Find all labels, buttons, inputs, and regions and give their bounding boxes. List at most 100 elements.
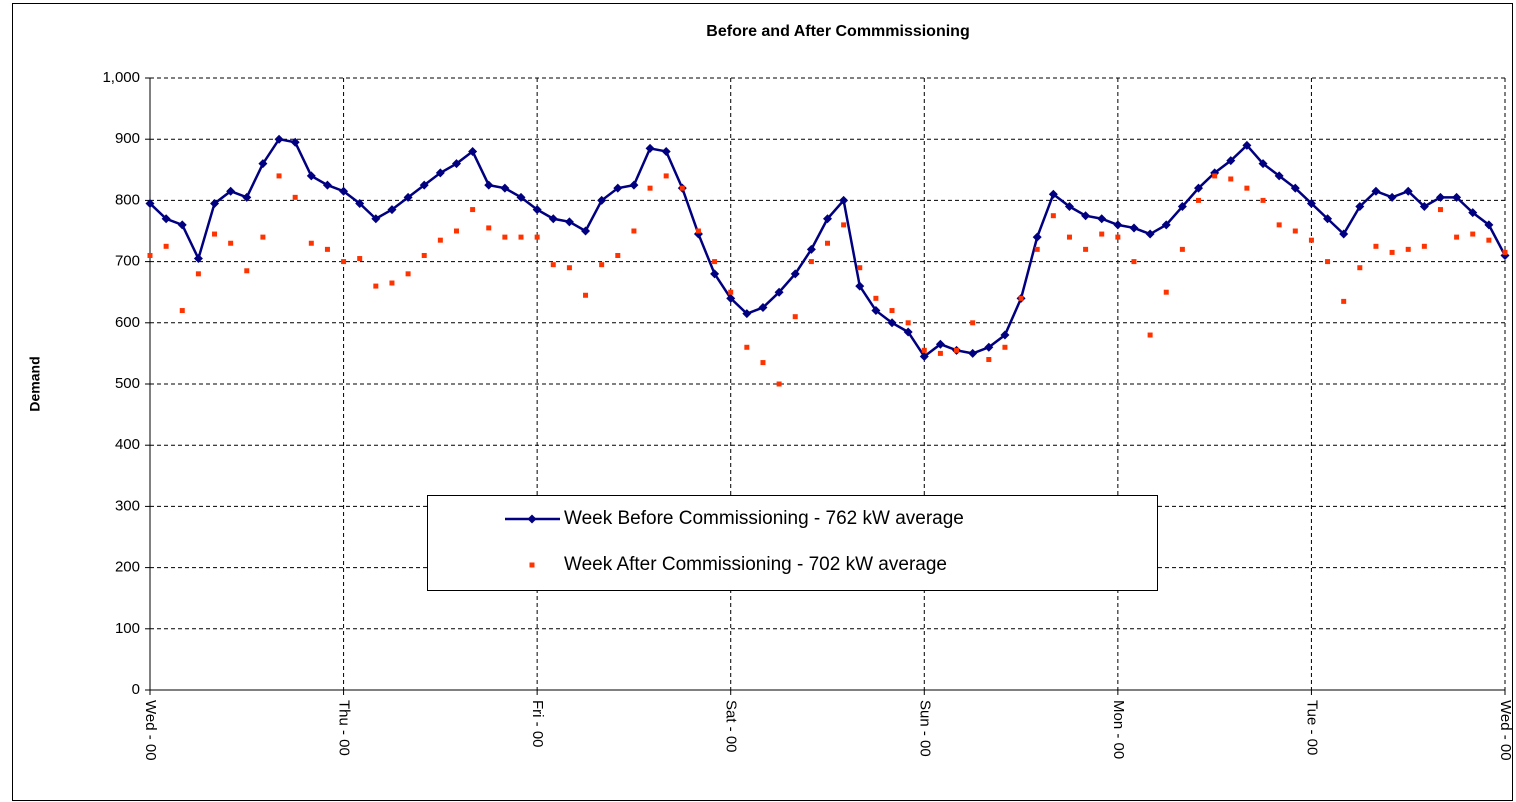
point [1452,192,1462,202]
point [484,180,494,190]
point [258,159,268,169]
y-tick-label: 300 [115,497,140,514]
point [1387,192,1397,202]
point [1290,183,1300,193]
point [1163,289,1169,295]
point [145,198,155,208]
point [857,265,863,271]
point [548,214,558,224]
point [774,287,784,297]
point [1244,185,1250,191]
point [984,342,994,352]
point [1081,211,1091,221]
point [290,137,300,147]
y-tick-label: 800 [115,191,140,208]
x-tick-label: Thu - 00 [336,700,353,756]
point [1050,213,1056,219]
point [645,143,655,153]
chart-title: Before and After Commmissioning [706,23,969,40]
point [887,318,897,328]
point [228,240,234,246]
point [1276,222,1282,228]
point [468,146,478,156]
point [419,180,429,190]
point [728,289,734,295]
point [1212,173,1218,179]
point [871,306,881,316]
point [1292,228,1298,234]
point [1357,265,1363,271]
y-tick-label: 900 [115,130,140,147]
point [970,320,976,326]
point [195,271,201,277]
point [889,308,895,314]
point [790,269,800,279]
point [631,228,637,234]
point [147,252,153,258]
point [1470,231,1476,237]
point [306,171,316,181]
point [1373,243,1379,249]
point [1177,202,1187,212]
legend: Week Before Commissioning - 762 kW avera… [427,495,1158,591]
x-tick-label: Sat - 00 [723,700,740,753]
point [1064,202,1074,212]
point [534,234,540,240]
point [679,185,685,191]
point [760,360,766,366]
point [1325,259,1331,265]
y-tick-label: 400 [115,436,140,453]
x-tick-label: Fri - 00 [529,700,546,748]
point [244,268,250,274]
point [1226,156,1236,166]
point [373,283,379,289]
point [1113,220,1123,230]
point [968,348,978,358]
point [758,303,768,312]
point [839,195,849,205]
point [841,222,847,228]
point [355,198,365,208]
point [226,186,236,196]
point [1196,197,1202,203]
point [1468,208,1478,218]
point [1018,295,1024,301]
point [502,234,508,240]
point [500,183,510,193]
point [1179,246,1185,252]
x-tick-label: Mon - 00 [1110,700,1127,759]
point [855,281,865,291]
point [324,246,330,252]
point [629,180,639,190]
point [486,225,492,231]
point [1258,159,1268,169]
point [1034,246,1040,252]
point [792,314,798,320]
point [744,344,750,350]
point [1308,237,1314,243]
point [903,327,913,337]
point [389,280,395,286]
y-tick-label: 600 [115,314,140,331]
point [1484,220,1494,230]
point [1454,234,1460,240]
point [1242,140,1252,150]
point [1389,249,1395,255]
point [566,265,572,271]
point [193,254,203,264]
point [1323,214,1333,224]
y-tick-label: 100 [115,620,140,637]
point [518,234,524,240]
y-tick-label: 700 [115,253,140,270]
point [1371,186,1381,196]
point [1405,246,1411,252]
point [470,207,476,213]
point [726,293,736,303]
point [695,228,701,234]
point [1274,171,1284,181]
point [1131,259,1137,265]
point [873,295,879,301]
point [1403,186,1413,196]
point [1032,232,1042,242]
